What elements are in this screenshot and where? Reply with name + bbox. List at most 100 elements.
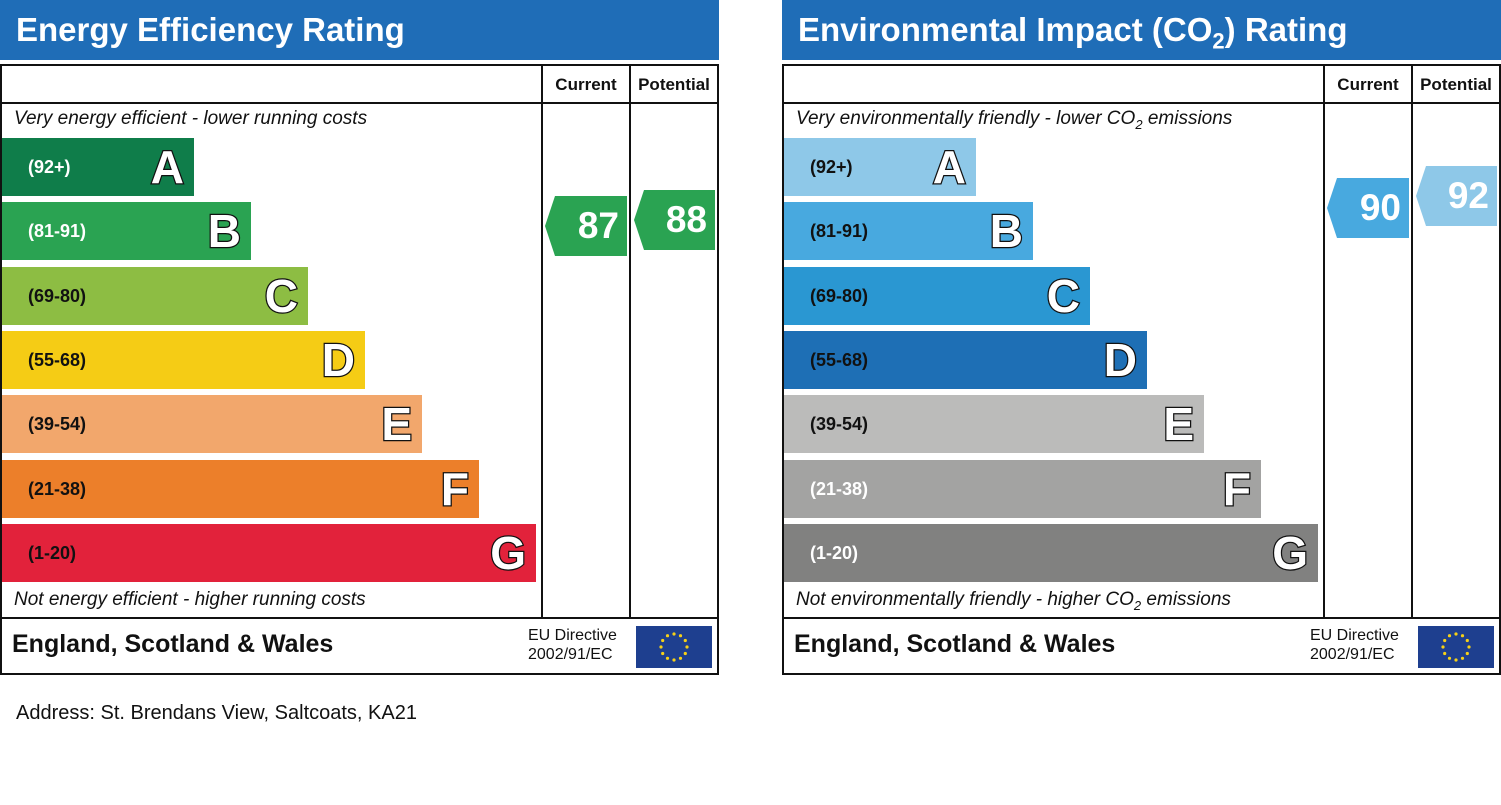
eu-star (1460, 634, 1465, 638)
current-column-divider (541, 66, 543, 619)
current-column-header: Current (1337, 75, 1399, 94)
potential-rating-arrow: 88 (634, 189, 715, 250)
band-range-label: (21-38) (28, 478, 87, 499)
eu-star (683, 638, 687, 643)
current-arrow-shape (1327, 178, 1409, 239)
band-letter: A (150, 140, 186, 195)
eu-directive-line2: 2002/91/EC (528, 646, 613, 663)
property-address: Address: St. Brendans View, Saltcoats, K… (16, 702, 417, 724)
potential-column-header: Potential (1420, 75, 1492, 94)
footer-divider (784, 617, 1499, 619)
potential-rating-value: 88 (665, 198, 707, 240)
potential-rating-value: 92 (1447, 175, 1489, 216)
eu-star (1447, 634, 1452, 638)
eu-star (661, 638, 665, 643)
title-subscript: 2 (1212, 28, 1225, 54)
eu-star (672, 658, 676, 662)
eu-directive-label: EU Directive 2002/91/EC (1310, 626, 1399, 664)
rating-band-b: (81-91) B (784, 202, 1033, 261)
current-column-divider (1323, 66, 1325, 619)
rating-band-a: (92+) A (2, 138, 194, 196)
band-range-label: (81-91) (28, 221, 87, 242)
eu-star (659, 645, 663, 649)
band-range-label: (69-80) (810, 285, 869, 306)
band-letter: F (440, 461, 471, 516)
band-range-label: (39-54) (810, 414, 869, 435)
eu-directive-line1: EU Directive (1310, 627, 1399, 644)
eu-star (1443, 638, 1447, 643)
scale-bottom-label: Not energy efficient - higher running co… (14, 589, 366, 610)
eu-star (1454, 632, 1458, 636)
footer-divider (2, 617, 717, 619)
header-divider (2, 102, 717, 104)
eu-star (683, 651, 687, 656)
band-range-label: (55-68) (810, 349, 869, 370)
footer-country: England, Scotland & Wales (794, 630, 1116, 658)
eu-star (672, 632, 676, 636)
scale-top-label: Very energy efficient - lower running co… (14, 108, 368, 129)
potential-column-divider (629, 66, 631, 619)
band-range-label: (92+) (28, 157, 71, 177)
band-letter: E (1162, 397, 1195, 452)
band-range-label: (1-20) (810, 542, 859, 563)
band-range-label: (55-68) (28, 349, 87, 370)
current-rating-arrow: 87 (545, 195, 627, 256)
eu-star (661, 651, 665, 656)
rating-band-g: (1-20) G (2, 523, 536, 582)
potential-arrow-shape (634, 189, 715, 250)
rating-band-b: (81-91) B (2, 202, 251, 261)
current-column-header: Current (555, 75, 617, 94)
eu-directive-line2: 2002/91/EC (1310, 646, 1395, 663)
band-letter: D (321, 333, 357, 388)
band-letter: A (932, 140, 968, 195)
eu-star (1454, 658, 1458, 662)
scale-bottom-subscript: 2 (1133, 597, 1142, 613)
energy-efficiency-chart: Current Potential Very energy efficient … (0, 64, 719, 675)
band-range-label: (92+) (810, 157, 853, 177)
eu-star (685, 645, 689, 649)
band-letter: B (207, 204, 243, 259)
rating-band-f: (21-38) F (784, 459, 1261, 518)
band-letter: C (264, 268, 300, 323)
scale-top-label: Very environmentally friendly - lower CO… (796, 108, 1232, 132)
scale-top-main: Very environmentally friendly - lower CO (796, 108, 1136, 129)
eu-star (1465, 651, 1469, 656)
scale-bottom-label: Not environmentally friendly - higher CO… (796, 589, 1231, 613)
environmental-impact-panel: Environmental Impact (CO2) Rating Curren… (782, 0, 1501, 675)
energy-efficiency-panel: Energy Efficiency Rating Current Potenti… (0, 0, 719, 675)
eu-star (1447, 656, 1452, 660)
band-letter: F (1222, 461, 1253, 516)
environmental-impact-chart: Current Potential Very environmentally f… (782, 64, 1501, 675)
rating-band-d: (55-68) D (784, 330, 1147, 389)
eu-star (678, 634, 683, 638)
header-divider (784, 102, 1499, 104)
eu-directive-label: EU Directive 2002/91/EC (528, 626, 617, 664)
eu-directive-line1: EU Directive (528, 627, 617, 644)
title-end: ) Rating (1224, 11, 1348, 48)
current-rating-value: 90 (1359, 187, 1401, 229)
scale-top-subscript: 2 (1135, 116, 1143, 132)
band-range-label: (69-80) (28, 285, 87, 306)
rating-band-e: (39-54) E (784, 395, 1204, 454)
eu-star (665, 634, 670, 638)
eu-star (665, 656, 670, 660)
band-range-label: (39-54) (28, 414, 87, 435)
eu-star (1460, 656, 1465, 660)
rating-band-a: (92+) A (784, 138, 976, 196)
potential-arrow-shape (1416, 166, 1497, 226)
scale-top-end: emissions (1142, 108, 1233, 129)
scale-bottom-main: Not environmentally friendly - higher CO (796, 589, 1134, 610)
band-range-label: (21-38) (810, 478, 869, 499)
current-arrow-shape (545, 195, 627, 256)
environmental-impact-title: Environmental Impact (CO2) Rating (782, 0, 1501, 60)
eu-star (1467, 645, 1471, 649)
rating-band-c: (69-80) C (784, 266, 1090, 325)
potential-column-header: Potential (638, 75, 710, 94)
potential-arrow-fill (1416, 166, 1497, 226)
current-arrow-fill (545, 195, 627, 256)
band-range-label: (81-91) (810, 221, 869, 242)
band-letter: G (489, 526, 527, 581)
potential-arrow-fill (634, 189, 715, 250)
current-arrow-fill (1327, 178, 1409, 239)
eu-star (1465, 638, 1469, 643)
